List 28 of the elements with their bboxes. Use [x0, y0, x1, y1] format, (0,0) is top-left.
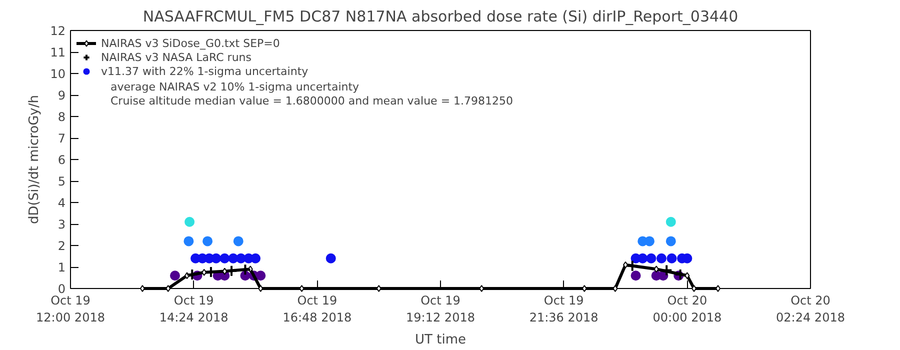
legend-label: NAIRAS v3 SiDose_G0.txt SEP=0: [101, 36, 280, 50]
x-tick-label: Oct 19 16:48 2018: [282, 294, 352, 324]
x-tick-label: Oct 19 19:12 2018: [406, 294, 475, 324]
y-tick-label: 3: [58, 218, 66, 232]
x-tick-label: Oct 19 12:00 2018: [36, 294, 105, 324]
y-tick-label: 4: [58, 196, 66, 210]
x-tick-label: Oct 19 21:36 2018: [529, 294, 598, 324]
y-tick-label: 12: [50, 24, 66, 38]
annotation: Cruise altitude median value = 1.6800000 and mean value = 1.7981250: [110, 94, 514, 108]
x-tick-label: Oct 20 02:24 2018: [776, 294, 845, 324]
y-axis-title: dD(Si)/dt microGy/h: [27, 95, 42, 224]
x-tick-label: Oct 20 00:00 2018: [652, 294, 722, 324]
annotation: average NAIRAS v2 10% 1-sigma uncertainty: [110, 80, 360, 94]
y-tick-label: 2: [58, 239, 66, 253]
legend-label: NAIRAS v3 NASA LaRC runs: [101, 50, 252, 64]
y-tick-label: 5: [58, 174, 66, 188]
y-tick-label: 6: [58, 153, 66, 167]
y-tick-label: 10: [50, 67, 66, 81]
chart-title: NASAAFRCMUL_FM5 DC87 N817NA absorbed dose rate (Si) dirIP_Report_03440: [142, 8, 738, 26]
y-tick-label: 1: [58, 260, 66, 274]
x-axis-title: UT time: [415, 332, 466, 348]
y-tick-label: 9: [58, 88, 66, 102]
y-tick-label: 0: [58, 282, 66, 296]
x-tick-label: Oct 19 14:24 2018: [159, 294, 228, 324]
y-tick-label: 8: [58, 110, 66, 124]
y-tick-label: 7: [58, 132, 66, 146]
legend-label: v11.37 with 22% 1-sigma uncertainty: [101, 64, 308, 78]
y-tick-label: 11: [50, 46, 66, 60]
